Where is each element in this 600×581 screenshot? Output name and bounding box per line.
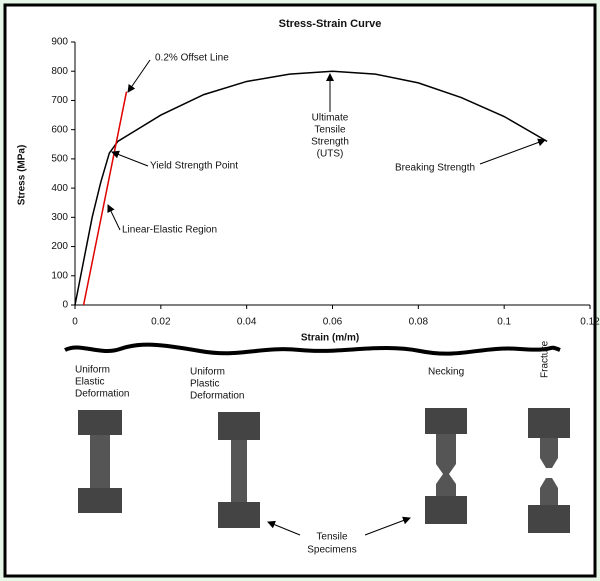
- y-tick-label: 900: [51, 37, 68, 48]
- y-tick-label: 500: [51, 154, 68, 165]
- x-axis-label: Strain (m/m): [301, 333, 359, 344]
- annotation: (UTS): [317, 149, 344, 160]
- annotation: Yield Strength Point: [150, 161, 238, 172]
- page: Stress-Strain Curve Strain (m/m) Stress …: [0, 0, 600, 581]
- y-tick-label: 100: [51, 270, 68, 281]
- stage-label: Uniform: [75, 365, 110, 376]
- annotation: Breaking Strength: [395, 163, 475, 174]
- specimens-label: Tensile: [316, 532, 348, 543]
- stage-label: Deformation: [75, 389, 129, 400]
- x-tick-label: 0.06: [323, 317, 343, 328]
- stage-label: Plastic: [190, 379, 219, 390]
- y-tick-label: 600: [51, 124, 68, 135]
- y-tick-label: 200: [51, 241, 68, 252]
- x-tick-label: 0.04: [237, 317, 257, 328]
- y-tick-label: 0: [62, 300, 68, 311]
- stage-label: Necking: [428, 367, 464, 378]
- specimens-label: Specimens: [307, 545, 356, 556]
- y-axis-label: Stress (MPa): [17, 145, 28, 206]
- annotation: Strength: [311, 137, 349, 148]
- y-tick-label: 800: [51, 66, 68, 77]
- annotation: 0.2% Offset Line: [155, 53, 229, 64]
- x-tick-label: 0.12: [580, 317, 600, 328]
- stage-label: Uniform: [190, 367, 225, 378]
- x-tick-label: 0.1: [497, 317, 511, 328]
- annotation: Linear-Elastic Region: [122, 225, 217, 236]
- y-tick-label: 700: [51, 95, 68, 106]
- stage-label: Elastic: [75, 377, 104, 388]
- x-tick-label: 0: [72, 317, 78, 328]
- y-tick-label: 300: [51, 212, 68, 223]
- annotation: Tensile: [314, 125, 346, 136]
- annotation: Ultimate: [312, 113, 349, 124]
- x-tick-label: 0.08: [409, 317, 429, 328]
- stage-label: Deformation: [190, 391, 244, 402]
- x-tick-label: 0.02: [151, 317, 171, 328]
- chart-title: Stress-Strain Curve: [279, 18, 382, 30]
- chart: Stress-Strain Curve Strain (m/m) Stress …: [0, 0, 600, 581]
- stage-label: Fracture: [540, 340, 551, 378]
- y-tick-label: 400: [51, 183, 68, 194]
